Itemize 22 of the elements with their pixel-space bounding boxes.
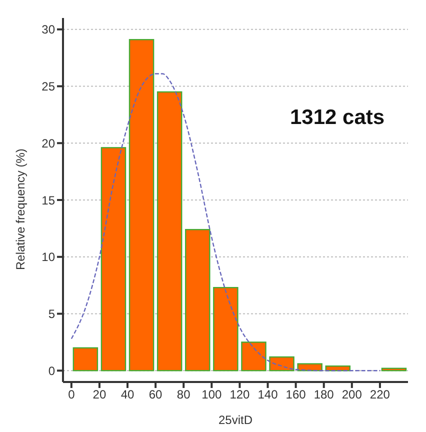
x-tick-label: 200 (342, 388, 362, 402)
y-tick-label: 20 (42, 136, 56, 150)
y-tick-label: 0 (48, 364, 56, 378)
y-tick-label: 15 (42, 193, 56, 208)
x-tick-label: 20 (92, 388, 106, 402)
x-tick-label: 100 (202, 388, 222, 402)
x-tick-label: 0 (68, 388, 76, 402)
x-tick-label: 180 (314, 388, 334, 402)
y-tick-label: 10 (42, 250, 56, 264)
y-tick-label: 5 (48, 307, 56, 322)
x-tick-label: 40 (120, 388, 135, 402)
x-tick-label: 80 (176, 388, 191, 402)
x-tick-label: 140 (258, 388, 278, 402)
x-tick-label: 160 (286, 388, 306, 402)
y-axis-title: Relative frequency (%) (13, 148, 28, 270)
y-tick-label: 25 (42, 80, 56, 94)
annotation: 1312 cats (290, 106, 385, 130)
x-axis-title: 25vitD (218, 413, 253, 427)
x-tick-label: 60 (148, 388, 163, 402)
x-tick-label: 120 (230, 388, 250, 402)
y-tick-label: 30 (42, 22, 56, 37)
x-tick-label: 220 (370, 388, 390, 402)
